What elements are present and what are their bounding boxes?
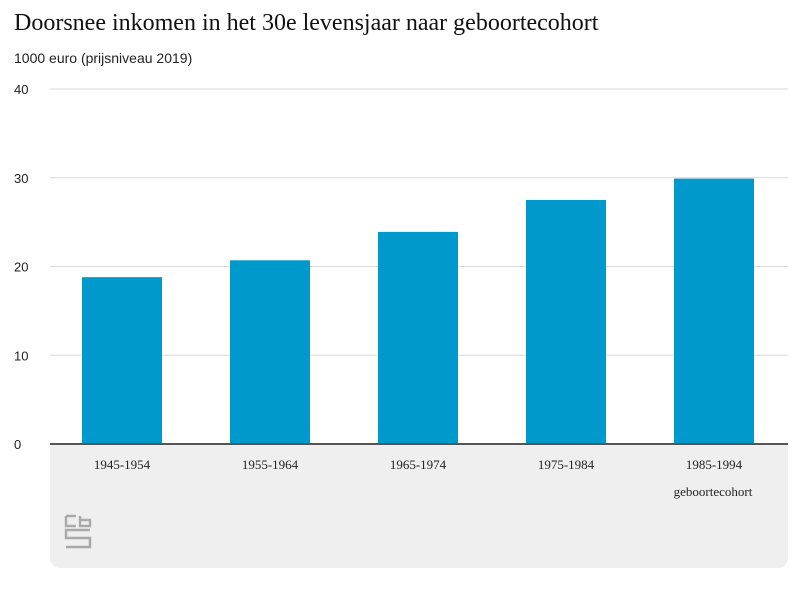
x-tick-label: 1945-1954	[94, 457, 151, 472]
x-tick-labels: 1945-1954 1955-1964 1965-1974 1975-1984 1985…	[94, 457, 743, 472]
chart-title: Doorsnee inkomen in het 30e levensjaar n…	[14, 10, 599, 36]
y-axis-unit-label: 1000 euro (prijsniveau 2019)	[14, 50, 193, 66]
bar-1965-1974	[378, 231, 458, 444]
x-tick-label: 1965-1974	[390, 457, 447, 472]
bar-1975-1984	[526, 199, 606, 444]
x-axis-panel	[50, 444, 788, 568]
x-tick-label: 1955-1964	[242, 457, 299, 472]
bar-1945-1954	[82, 277, 162, 444]
y-tick-labels: 0 10 20 30 40	[14, 82, 28, 452]
x-axis-label: geboortecohort	[674, 484, 753, 499]
bar-1955-1964	[230, 260, 310, 444]
y-tick-label: 30	[14, 171, 28, 186]
cbs-logo-icon	[64, 514, 92, 549]
y-tick-label: 20	[14, 260, 28, 275]
bar-1985-1994	[674, 178, 754, 444]
x-tick-label: 1985-1994	[686, 457, 743, 472]
x-tick-label: 1975-1984	[538, 457, 595, 472]
bars	[82, 178, 754, 444]
y-tick-label: 0	[14, 437, 21, 452]
y-tick-label: 40	[14, 82, 28, 97]
y-tick-label: 10	[14, 348, 28, 363]
